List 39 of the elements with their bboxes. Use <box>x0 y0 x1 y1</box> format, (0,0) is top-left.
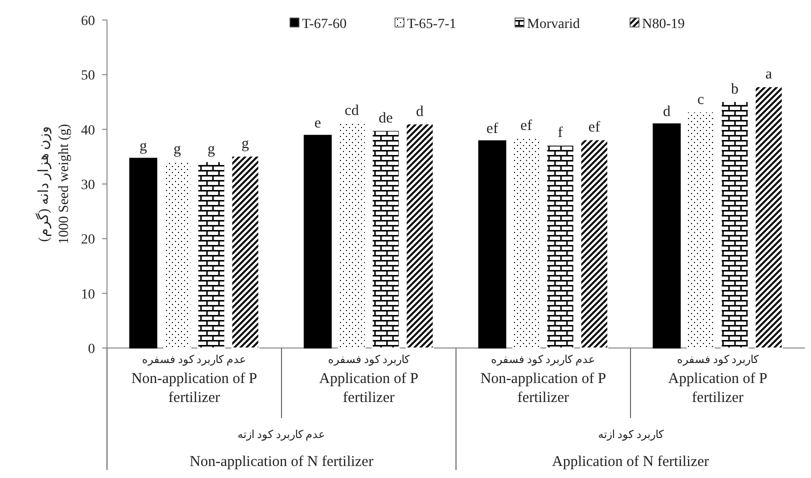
bar <box>129 158 158 348</box>
bar <box>478 140 506 348</box>
legend-label: N80-19 <box>642 17 685 32</box>
data-label: g <box>242 136 250 152</box>
data-label: a <box>765 66 772 83</box>
legend-label: T-65-7-1 <box>407 17 456 32</box>
bar <box>304 134 332 348</box>
data-label: e <box>314 115 322 132</box>
bar <box>652 123 681 348</box>
legend-label: Morvarid <box>527 17 580 32</box>
data-label: ef <box>486 120 498 137</box>
legend-label: T-67-60 <box>302 17 347 32</box>
data-label: ef <box>520 118 532 134</box>
bar <box>720 100 749 348</box>
y-tick-label: 30 <box>81 178 95 193</box>
data-label: f <box>558 125 563 142</box>
data-label: c <box>697 92 704 108</box>
y-tick-label: 40 <box>81 123 95 138</box>
data-label: de <box>378 110 394 126</box>
data-label: g <box>140 138 148 154</box>
bar <box>406 123 434 348</box>
y-tick-label: 60 <box>81 14 95 29</box>
y-tick-label: 20 <box>81 232 95 248</box>
data-label: d <box>416 104 424 120</box>
data-label: g <box>174 142 182 158</box>
bar <box>197 161 226 348</box>
data-label: ef <box>588 120 600 136</box>
data-label: g <box>208 142 216 158</box>
data-label: b <box>731 81 738 98</box>
data-label: d <box>663 104 671 120</box>
y-tick-label: 10 <box>81 287 95 302</box>
y-tick-label: 0 <box>88 342 95 357</box>
bar <box>546 144 574 348</box>
bar <box>372 130 400 348</box>
data-label: cd <box>344 102 360 119</box>
bar <box>754 86 783 348</box>
y-tick-label: 50 <box>81 68 95 84</box>
bar <box>231 156 260 348</box>
bar <box>580 139 608 348</box>
